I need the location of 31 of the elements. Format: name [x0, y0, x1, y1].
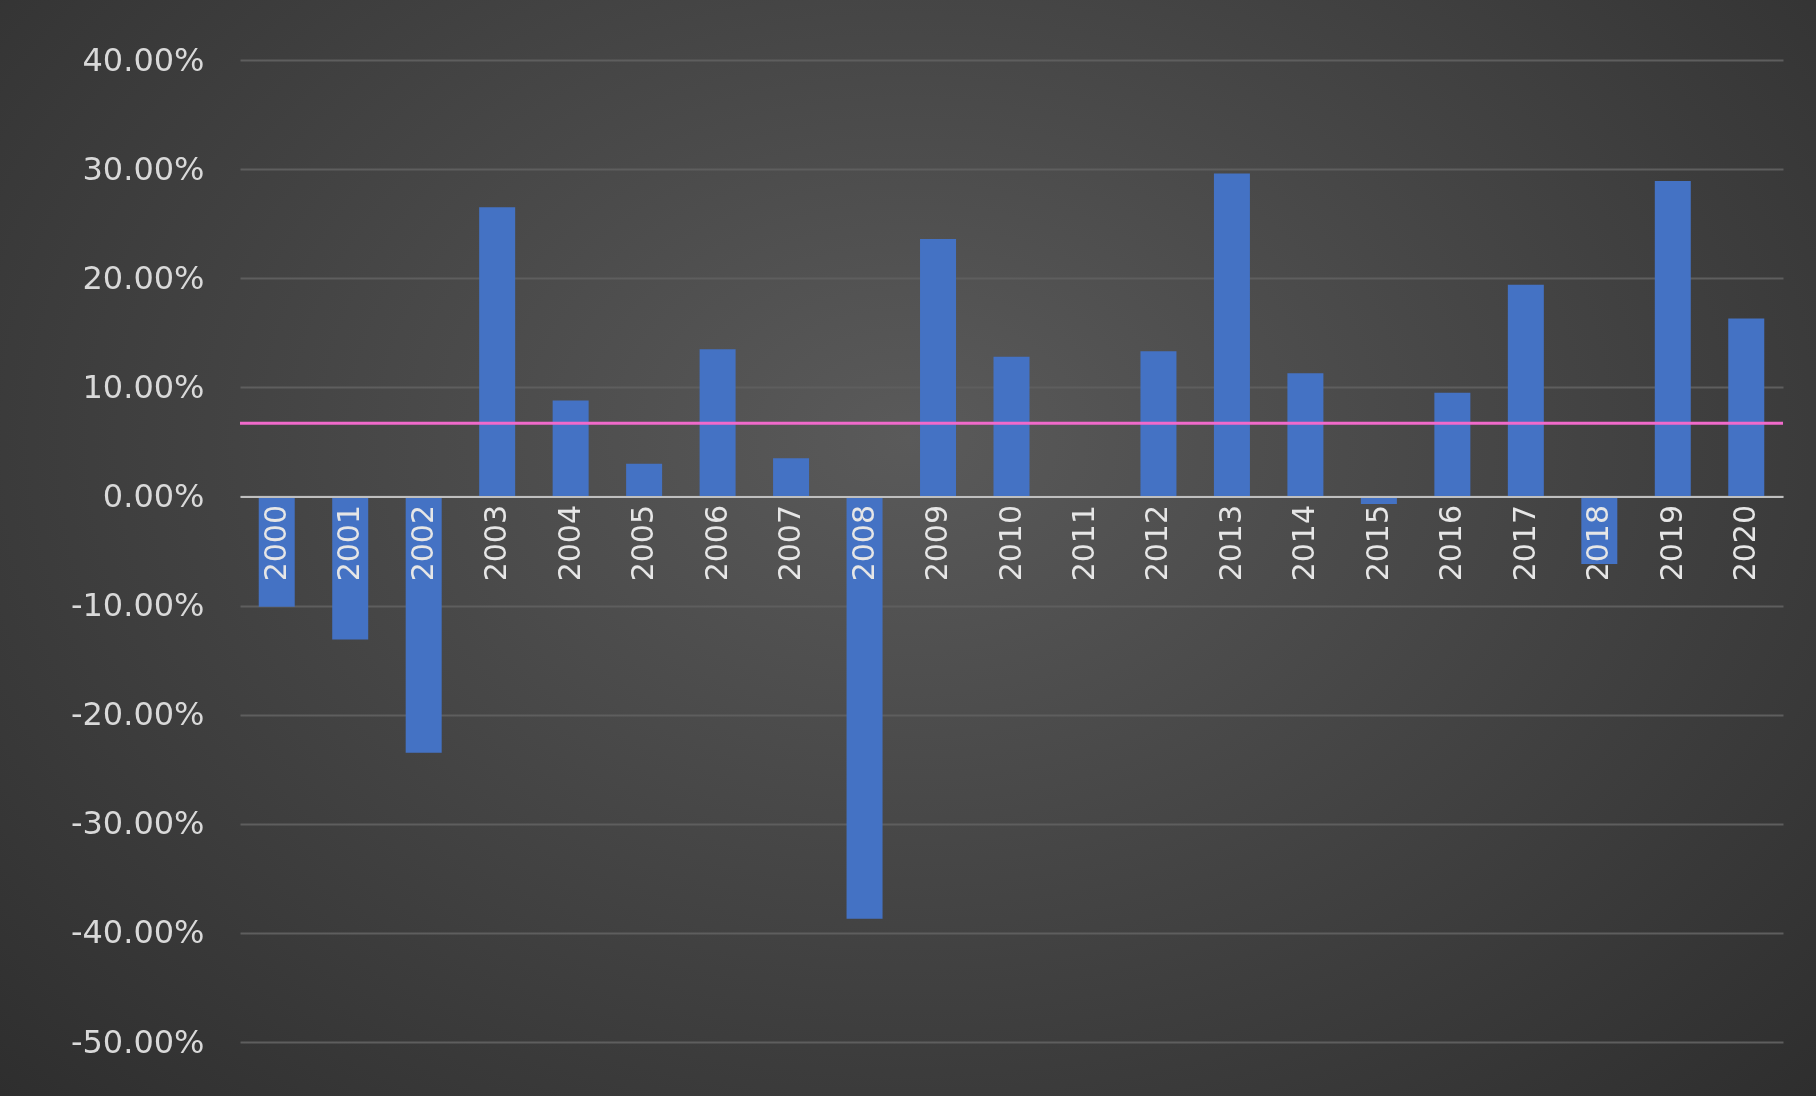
x-tick-label: 2017 [1506, 504, 1542, 582]
x-tick-label: 2019 [1653, 504, 1689, 582]
x-tick-label: 2011 [1065, 504, 1101, 582]
x-tick-label: 2010 [992, 504, 1028, 582]
x-tick-label: 2009 [919, 504, 955, 582]
x-tick-label: 2000 [257, 504, 293, 582]
x-tick-label: 2012 [1139, 504, 1175, 582]
y-tick-label: -30.00% [70, 804, 205, 843]
x-tick-label: 2008 [845, 504, 881, 582]
x-tick-label: 2002 [404, 504, 440, 582]
y-tick-label: -50.00% [70, 1022, 205, 1061]
x-tick-label: 2015 [1359, 504, 1395, 582]
x-tick-label: 2007 [772, 504, 808, 582]
y-tick-label: -10.00% [70, 586, 205, 625]
x-tick-label: 2014 [1286, 504, 1322, 582]
x-tick-label: 2016 [1433, 504, 1469, 582]
x-tick-label: 2004 [551, 504, 587, 582]
y-tick-label: 40.00% [82, 40, 205, 79]
x-tick-label: 2003 [478, 504, 514, 582]
y-tick-label: 10.00% [82, 367, 205, 406]
y-tick-label: 20.00% [82, 258, 205, 297]
y-tick-label: 30.00% [82, 149, 205, 188]
x-tick-label: 2005 [625, 504, 661, 582]
x-tick-label: 2001 [331, 504, 367, 582]
y-tick-label: 0.00% [102, 476, 205, 515]
y-tick-label: -20.00% [70, 695, 205, 734]
x-tick-label: 2020 [1727, 504, 1763, 582]
x-tick-label: 2013 [1212, 504, 1248, 582]
x-tick-label: 2006 [698, 504, 734, 582]
y-tick-label: -40.00% [70, 913, 205, 952]
x-tick-label: 2018 [1580, 504, 1616, 582]
